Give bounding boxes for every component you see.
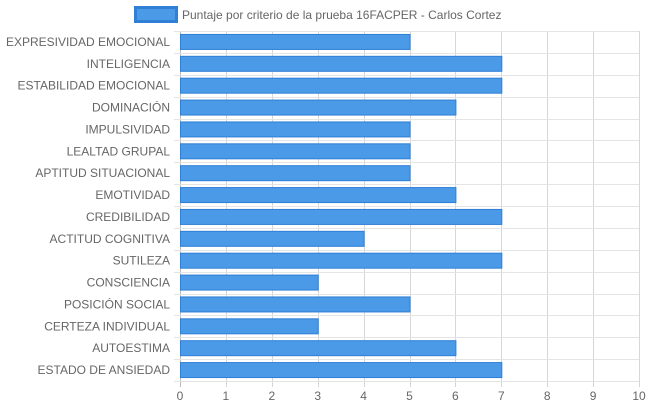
bar[interactable] [180,77,503,94]
category-label: EXPRESIVIDAD EMOCIONAL [6,35,170,49]
bar[interactable] [180,340,457,357]
category-label: ESTADO DE ANSIEDAD [38,363,171,377]
category-label: ESTABILIDAD EMOCIONAL [18,79,171,93]
bar[interactable] [180,99,457,116]
x-tick-label: 4 [360,389,367,403]
category-label: POSICIÓN SOCIAL [64,296,170,311]
category-label: EMOTIVIDAD [95,188,170,202]
x-tick-label: 10 [632,389,646,403]
x-tick-label: 7 [498,389,505,403]
bar[interactable] [180,121,411,138]
category-label: SUTILEZA [113,254,170,268]
x-tick-label: 9 [590,389,597,403]
category-label: IMPULSIVIDAD [85,122,170,136]
x-tick-label: 0 [177,389,184,403]
category-label: CREDIBILIDAD [86,210,170,224]
bar[interactable] [180,362,503,379]
x-tick-label: 6 [452,389,459,403]
bar[interactable] [180,230,365,247]
category-labels: EXPRESIVIDAD EMOCIONAL INTELIGENCIA ESTABI… [6,35,170,377]
legend-swatch [134,6,178,23]
bar[interactable] [180,165,411,182]
bars [180,33,503,379]
category-label: CERTEZA INDIVIDUAL [44,319,170,333]
bar[interactable] [180,33,411,50]
category-label: AUTOESTIMA [92,341,170,355]
category-label: DOMINACIÓN [92,100,170,115]
x-tick-label: 5 [406,389,413,403]
bar[interactable] [180,318,319,335]
x-tick-label: 3 [314,389,321,403]
bar[interactable] [180,274,319,291]
legend[interactable]: Puntaje por criterio de la prueba 16FACP… [134,6,502,23]
category-label: CONSCIENCIA [87,276,170,290]
x-axis-tick-labels: 0 1 2 3 4 5 6 7 8 9 10 [177,389,646,403]
x-tick-label: 8 [544,389,551,403]
bar[interactable] [180,252,503,269]
category-label: LEALTAD GRUPAL [67,144,171,158]
category-label: INTELIGENCIA [87,57,170,71]
category-label: ACTITUD COGNITIVA [50,232,170,246]
x-tick-label: 2 [268,389,275,403]
category-label: APTITUD SITUACIONAL [35,166,170,180]
bar[interactable] [180,296,411,313]
x-tick-label: 1 [223,389,230,403]
bar[interactable] [180,208,503,225]
bar[interactable] [180,55,503,72]
bar[interactable] [180,187,457,204]
legend-label: Puntaje por criterio de la prueba 16FACP… [182,8,501,22]
bar[interactable] [180,143,411,160]
